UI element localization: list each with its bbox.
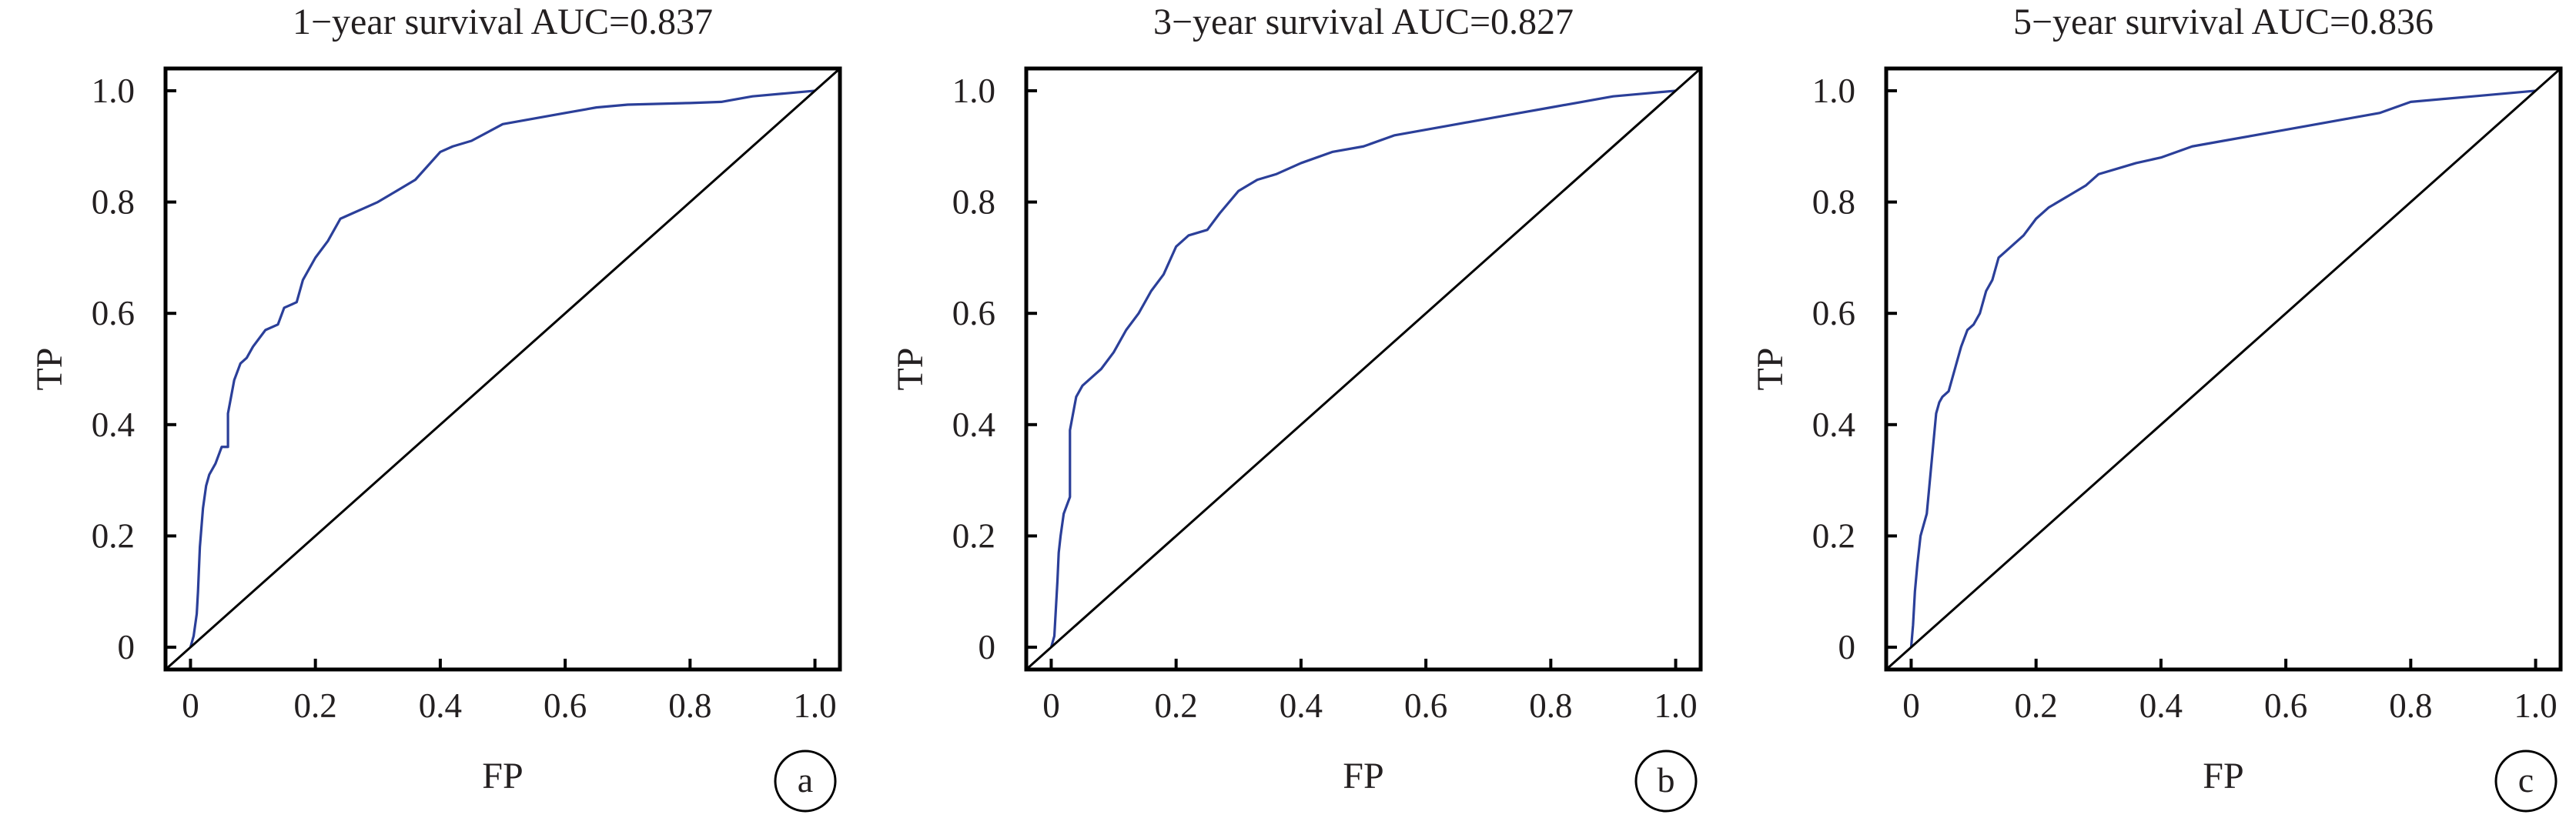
- y-tick-label: 0.4: [1812, 406, 1855, 444]
- x-tick-label: 0.6: [1404, 686, 1447, 725]
- y-axis-label: TP: [890, 347, 931, 390]
- y-tick-label: 0.4: [952, 406, 995, 444]
- axes-frame: [1024, 66, 1703, 672]
- panel-letter-circle: [1634, 750, 1698, 813]
- x-tick-label: 1.0: [793, 686, 836, 725]
- x-tick-label: 1.0: [1654, 686, 1697, 725]
- roc-panel-c: 5−year survival AUC=0.836 0 0.2 0.4 0.6 0.8 1.…: [1750, 2, 2563, 813]
- chart-title: 3−year survival AUC=0.827: [1153, 2, 1574, 42]
- x-tick-label: 0.2: [294, 686, 337, 725]
- x-tick-label: 0: [1902, 686, 1920, 725]
- y-tick-label: 0.6: [952, 294, 995, 332]
- y-tick-label: 0.8: [952, 183, 995, 222]
- x-tick-label: 0.2: [1155, 686, 1198, 725]
- panel-letter-circle: [2494, 750, 2558, 813]
- y-tick-label: 1.0: [92, 72, 135, 110]
- y-tick-label: 0.4: [92, 406, 135, 444]
- x-tick-label: 0.4: [1280, 686, 1323, 725]
- y-tick-label: 0.6: [1812, 294, 1855, 332]
- x-axis-label: FP: [2203, 756, 2243, 796]
- x-tick-label: 0.8: [668, 686, 711, 725]
- x-tick-label: 1.0: [2514, 686, 2557, 725]
- y-tick-label: 0: [1838, 628, 1856, 666]
- y-tick-label: 1.0: [1812, 72, 1855, 110]
- panel-letter-circle: [774, 750, 837, 813]
- y-tick-label: 0.8: [92, 183, 135, 222]
- roc-panel-b: 3−year survival AUC=0.827 0 0.2 0.4 0.6 0.8 1.…: [890, 2, 1703, 813]
- roc-curve-line: [1049, 89, 1676, 648]
- y-tick-label: 0.8: [1812, 183, 1855, 222]
- y-axis-label: TP: [1750, 347, 1791, 390]
- y-axis-label: TP: [29, 347, 70, 390]
- reference-diagonal-line: [1025, 67, 1701, 671]
- roc-curve-line: [1909, 89, 2536, 648]
- panel-letter: c: [2518, 760, 2534, 800]
- x-tick-label: 0.6: [544, 686, 587, 725]
- reference-diagonal-line: [1885, 67, 2561, 671]
- x-tick-label: 0.4: [419, 686, 462, 725]
- x-tick-label: 0: [1042, 686, 1060, 725]
- y-tick-label: 0: [118, 628, 135, 666]
- axes-frame: [163, 66, 842, 672]
- x-tick-label: 0.8: [1529, 686, 1572, 725]
- y-tick-label: 0: [979, 628, 996, 666]
- chart-title: 1−year survival AUC=0.837: [293, 2, 713, 42]
- x-tick-label: 0: [182, 686, 199, 725]
- roc-panel-a: 1−year survival AUC=0.837 0 0.2 0.4 0.6 0.8 1.…: [29, 2, 842, 813]
- x-tick-label: 0.4: [2139, 686, 2183, 725]
- x-axis-label: FP: [1343, 756, 1383, 796]
- roc-curve-line: [189, 89, 815, 648]
- x-tick-label: 0.6: [2264, 686, 2307, 725]
- reference-diagonal-line: [165, 67, 841, 671]
- chart-title: 5−year survival AUC=0.836: [2013, 2, 2434, 42]
- axes-frame: [1884, 66, 2563, 672]
- panel-letter: a: [798, 760, 813, 800]
- y-tick-label: 0.6: [92, 294, 135, 332]
- y-tick-label: 1.0: [952, 72, 995, 110]
- y-tick-label: 0.2: [92, 516, 135, 555]
- x-tick-label: 0.2: [2015, 686, 2058, 725]
- x-tick-label: 0.8: [2389, 686, 2432, 725]
- y-tick-label: 0.2: [1812, 516, 1855, 555]
- y-tick-label: 0.2: [952, 516, 995, 555]
- x-axis-label: FP: [482, 756, 523, 796]
- panel-letter: b: [1658, 760, 1675, 800]
